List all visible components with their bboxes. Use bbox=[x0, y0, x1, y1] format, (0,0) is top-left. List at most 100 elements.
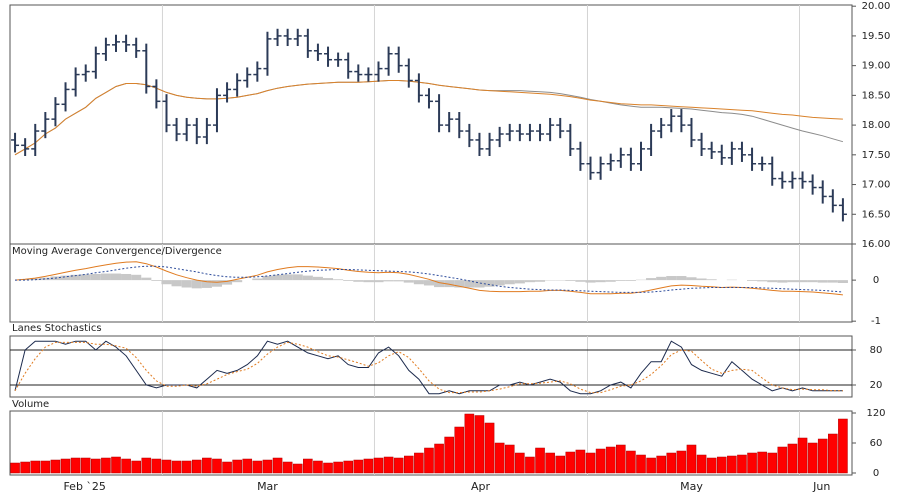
volume-bar bbox=[60, 458, 71, 474]
y-tick-label: 120 bbox=[866, 408, 885, 419]
volume-bar bbox=[363, 458, 374, 474]
y-tick-label: 18.00 bbox=[862, 120, 891, 131]
volume-bar bbox=[807, 442, 818, 474]
macd-histogram-bar bbox=[252, 278, 263, 281]
macd-histogram-bar bbox=[676, 276, 687, 281]
volume-bar bbox=[292, 463, 303, 474]
macd-histogram-bar bbox=[565, 280, 576, 281]
volume-bar bbox=[636, 454, 646, 474]
volume-bar bbox=[605, 446, 616, 474]
macd-histogram-bar bbox=[343, 280, 354, 281]
volume-bar bbox=[757, 451, 767, 474]
macd-histogram-bar bbox=[161, 280, 172, 285]
volume-bar bbox=[515, 452, 525, 474]
volume-bar bbox=[555, 455, 566, 474]
volume-bar bbox=[414, 452, 424, 474]
x-tick-label: May bbox=[680, 480, 703, 493]
macd-histogram-bar bbox=[131, 274, 142, 281]
y-tick-label: 60 bbox=[870, 438, 883, 449]
volume-bar bbox=[252, 460, 263, 474]
y-tick-label: 19.50 bbox=[862, 31, 891, 42]
volume-bar bbox=[242, 458, 253, 474]
macd-histogram-bar bbox=[80, 274, 91, 281]
volume-bar bbox=[706, 457, 717, 474]
volume-bar bbox=[424, 447, 434, 474]
volume-bar bbox=[262, 459, 273, 474]
volume-bar bbox=[191, 459, 202, 474]
y-tick-label: 20 bbox=[870, 380, 883, 391]
macd-histogram-bar bbox=[232, 280, 243, 283]
y-tick-label: -1 bbox=[871, 316, 881, 327]
volume-bar bbox=[232, 459, 242, 474]
macd-histogram-bar bbox=[605, 280, 616, 282]
volume-bar bbox=[313, 460, 323, 474]
macd-histogram-bar bbox=[191, 280, 202, 289]
volume-bar bbox=[40, 460, 51, 474]
volume-bar bbox=[838, 418, 848, 474]
volume-bar bbox=[797, 437, 808, 474]
y-tick-label: 19.00 bbox=[862, 61, 891, 72]
macd-histogram-bar bbox=[393, 280, 404, 282]
volume-bar bbox=[282, 461, 293, 474]
macd-histogram-bar bbox=[706, 279, 717, 281]
macd-histogram-bar bbox=[827, 280, 838, 283]
macd-histogram-bar bbox=[70, 274, 81, 281]
volume-bar bbox=[747, 452, 757, 474]
panel-frame bbox=[9, 335, 853, 398]
macd-histogram-bar bbox=[151, 280, 162, 281]
y-tick-label: 20.00 bbox=[862, 1, 891, 12]
volume-bar bbox=[494, 442, 505, 474]
volume-bar bbox=[20, 461, 30, 474]
volume-bar bbox=[817, 438, 828, 474]
volume-bar bbox=[141, 457, 152, 474]
macd-histogram-bar bbox=[322, 278, 334, 281]
macd-histogram-bar bbox=[100, 273, 111, 281]
volume-bar bbox=[333, 461, 343, 474]
macd-histogram-bar bbox=[454, 280, 465, 288]
volume-bar bbox=[716, 456, 727, 474]
macd-histogram-bar bbox=[494, 280, 505, 286]
volume-bar bbox=[434, 443, 444, 474]
volume-bar bbox=[70, 457, 81, 474]
macd-histogram-bar bbox=[484, 280, 495, 287]
y-tick-label: 0 bbox=[873, 468, 879, 479]
macd-histogram-bar bbox=[524, 280, 535, 283]
macd-histogram-bar bbox=[646, 278, 657, 281]
macd-histogram-bar bbox=[423, 280, 435, 286]
volume-bar bbox=[575, 449, 586, 474]
macd-histogram-bar bbox=[171, 280, 182, 287]
volume-bar bbox=[202, 457, 212, 474]
panel-frame bbox=[9, 4, 853, 245]
macd-histogram-bar bbox=[333, 279, 344, 281]
macd-histogram-bar bbox=[383, 280, 394, 282]
volume-bar bbox=[323, 462, 333, 474]
volume-bar bbox=[676, 450, 687, 474]
volume-bar bbox=[101, 457, 111, 474]
volume-bar bbox=[565, 451, 576, 474]
macd-histogram-bar bbox=[514, 280, 525, 284]
volume-bar bbox=[787, 443, 798, 474]
volume-bar bbox=[353, 459, 364, 474]
macd-histogram-bar bbox=[282, 274, 293, 281]
macd-histogram-bar bbox=[353, 280, 364, 282]
macd-histogram-bar bbox=[585, 280, 596, 283]
volume-bar bbox=[30, 460, 41, 474]
macd-histogram-bar bbox=[262, 276, 273, 281]
macd-histogram-bar bbox=[222, 280, 233, 285]
macd-histogram-bar bbox=[656, 276, 667, 281]
y-tick-label: 16.00 bbox=[862, 239, 891, 250]
volume-bar bbox=[303, 458, 313, 474]
macd-histogram-bar bbox=[615, 280, 626, 281]
volume-bar bbox=[737, 454, 747, 474]
indicator-line bbox=[14, 340, 843, 395]
x-tick-label: Mar bbox=[257, 480, 278, 493]
macd-histogram-bar bbox=[504, 280, 515, 285]
macd-histogram-bar bbox=[757, 280, 768, 282]
volume-bar bbox=[383, 456, 394, 474]
volume-bar bbox=[10, 462, 20, 474]
volume-bar bbox=[585, 452, 596, 474]
macd-histogram-bar bbox=[121, 273, 132, 281]
y-tick-label: 17.50 bbox=[862, 150, 891, 161]
volume-bar bbox=[393, 457, 404, 474]
